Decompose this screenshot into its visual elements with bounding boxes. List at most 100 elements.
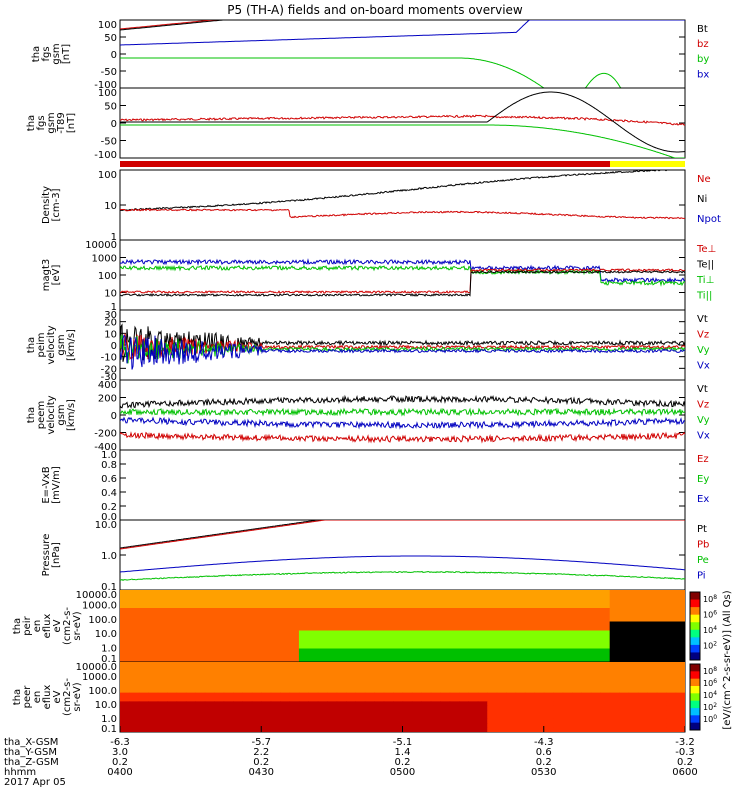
spectro-cell	[138, 670, 149, 676]
spectro-cell	[336, 727, 347, 732]
spectro-cell	[261, 621, 272, 627]
spectro-cell	[506, 639, 517, 645]
colorbar-segment	[690, 708, 700, 716]
spectro-cell	[355, 599, 366, 605]
spectro-cell	[609, 603, 620, 609]
spectro-cell	[242, 723, 253, 729]
spectro-cell	[647, 617, 658, 623]
spectro-cell	[204, 630, 215, 636]
spectro-cell	[176, 679, 187, 685]
spectro-cell	[346, 648, 357, 654]
spectro-cell	[176, 727, 187, 732]
spectro-cell	[600, 683, 611, 689]
spectro-cell	[280, 630, 291, 636]
spectro-cell	[468, 679, 479, 685]
colorbar-segment	[690, 693, 700, 702]
spectro-cell	[637, 599, 648, 605]
legend-vx: Vx	[697, 431, 710, 442]
spectro-cell	[270, 590, 281, 596]
spectro-cell	[393, 710, 404, 716]
spectro-cell	[656, 635, 667, 641]
spectro-cell	[204, 675, 215, 681]
spectro-cell	[440, 723, 451, 729]
spectro-cell	[534, 692, 545, 698]
spectro-cell	[242, 608, 253, 614]
y-axis-label: [mV/m]	[51, 466, 62, 504]
spectro-cell	[138, 590, 149, 596]
spectro-cell	[666, 612, 677, 618]
spectro-cell	[590, 626, 601, 632]
spectro-cell	[524, 617, 535, 623]
spectro-cell	[534, 594, 545, 600]
spectro-cell	[562, 617, 573, 623]
spectro-cell	[477, 590, 488, 596]
spectro-cell	[600, 653, 611, 659]
spectro-cell	[120, 662, 131, 667]
spectro-cell	[280, 626, 291, 632]
spectro-cell	[336, 679, 347, 685]
spectro-cell	[656, 590, 667, 596]
spectro-cell	[666, 621, 677, 627]
spectro-cell	[637, 630, 648, 636]
spectro-cell	[553, 666, 564, 672]
spectro-cell	[534, 626, 545, 632]
spectro-cell	[308, 683, 319, 689]
spectro-cell	[148, 648, 159, 654]
spectro-cell	[327, 612, 338, 618]
spectro-cell	[619, 714, 630, 720]
spectro-cell	[214, 657, 225, 662]
spectro-cell	[129, 697, 140, 702]
spectro-cell	[298, 657, 309, 662]
spectro-cell	[440, 710, 451, 716]
y-axis-label: [km/s]	[66, 329, 77, 361]
spectro-cell	[204, 599, 215, 605]
spectro-cell	[666, 692, 677, 698]
spectro-cell	[553, 710, 564, 716]
spectro-cell	[233, 630, 244, 636]
spectro-cell	[214, 705, 225, 711]
spectro-cell	[223, 670, 234, 676]
spectro-cell	[506, 701, 517, 707]
spectro-cell	[487, 688, 498, 694]
spectro-cell	[129, 692, 140, 698]
spectro-cell	[393, 718, 404, 724]
spectro-cell	[656, 630, 667, 636]
spectro-cell	[346, 590, 357, 596]
spectro-cell	[581, 662, 592, 667]
spectro-cell	[346, 594, 357, 600]
spectro-cell	[317, 635, 328, 641]
spectro-cell	[185, 648, 196, 654]
y-axis-label: tha	[26, 337, 37, 353]
spectro-cell	[572, 599, 583, 605]
spectro-cell	[534, 653, 545, 659]
spectro-cell	[637, 675, 648, 681]
spectro-cell	[430, 718, 441, 724]
spectro-cell	[176, 662, 187, 667]
spectro-cell	[647, 630, 658, 636]
spectro-cell	[487, 723, 498, 729]
spectro-cell	[280, 688, 291, 694]
spectro-cell	[138, 635, 149, 641]
spectro-cell	[185, 666, 196, 672]
spectro-cell	[308, 630, 319, 636]
spectro-cell	[402, 617, 413, 623]
y-tick-label: 400	[98, 380, 117, 391]
spectro-cell	[487, 626, 498, 632]
spectro-cell	[327, 688, 338, 694]
vx-el-line	[120, 416, 685, 430]
spectro-cell	[637, 648, 648, 654]
spectro-cell	[675, 670, 685, 676]
spectro-cell	[148, 639, 159, 645]
spectro-cell	[543, 599, 554, 605]
spectro-cell	[185, 675, 196, 681]
spectro-cell	[374, 670, 385, 676]
spectro-cell	[138, 657, 149, 662]
spectro-cell	[317, 679, 328, 685]
y-tick-label: 0	[111, 411, 117, 422]
spectro-cell	[120, 639, 131, 645]
spectro-cell	[496, 662, 507, 667]
spectro-cell	[393, 612, 404, 618]
spectro-cell	[346, 653, 357, 659]
spectro-cell	[496, 648, 507, 654]
spectro-cell	[327, 594, 338, 600]
